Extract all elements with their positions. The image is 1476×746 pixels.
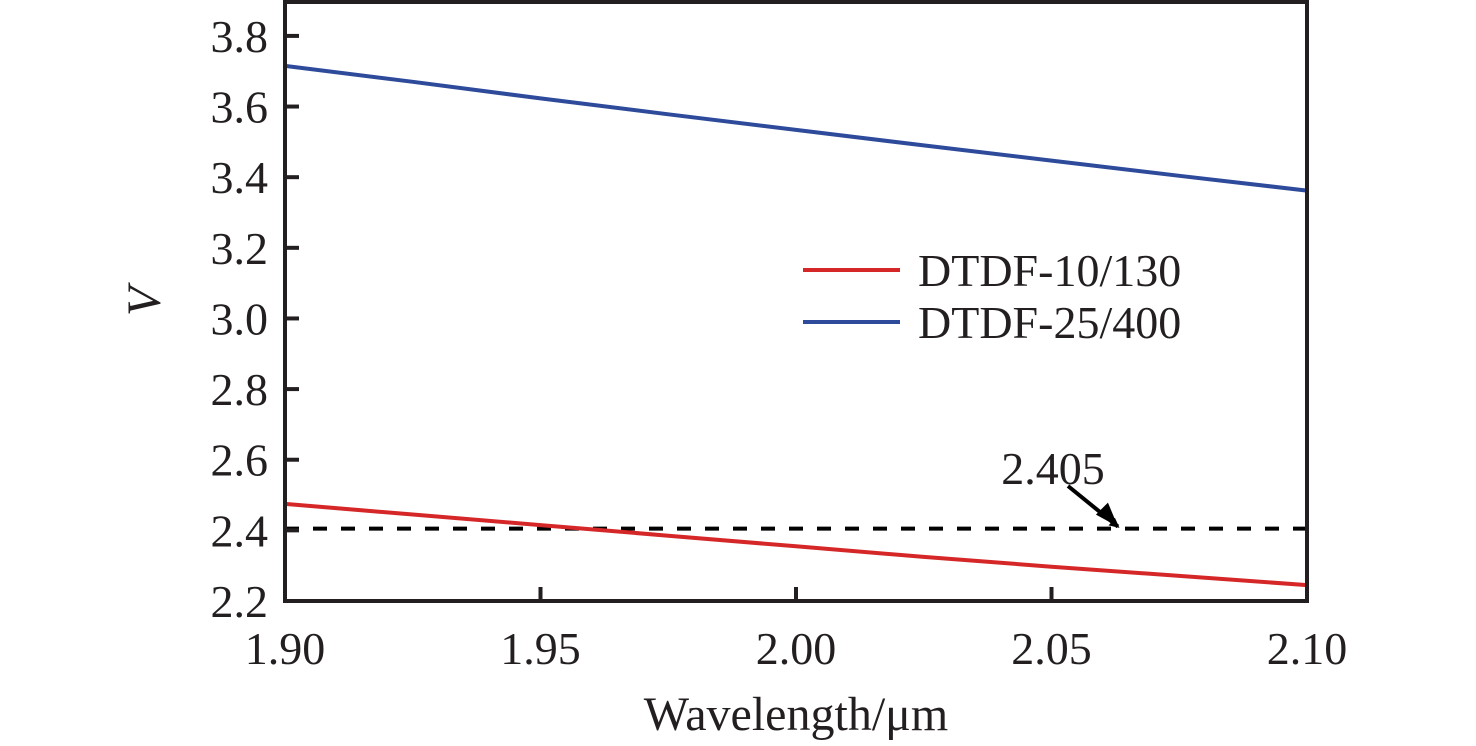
- x-tick-label: 1.90: [245, 623, 326, 674]
- plot-content: [284, 63, 1308, 588]
- annotation-label: 2.405: [1001, 443, 1105, 494]
- y-tick-label: 2.8: [211, 364, 269, 415]
- legend-label: DTDF-25/400: [918, 297, 1181, 348]
- x-tick-label: 2.10: [1267, 623, 1348, 674]
- x-tick-label: 2.05: [1011, 623, 1092, 674]
- y-tick-label: 3.6: [211, 82, 269, 133]
- y-axis-title: V: [118, 282, 171, 316]
- x-tick-label: 2.00: [756, 623, 837, 674]
- x-axis-title: Wavelength/μm: [644, 688, 948, 741]
- y-tick-label: 2.6: [211, 435, 269, 486]
- x-tick-label: 1.95: [500, 623, 581, 674]
- y-tick-label: 3.2: [211, 223, 269, 274]
- arrowhead-icon: [1095, 502, 1118, 527]
- legend-label: DTDF-10/130: [918, 245, 1181, 296]
- series-line-dtdf-10-130: [284, 501, 1308, 588]
- y-tick-label: 2.4: [211, 505, 269, 556]
- series-line-dtdf-25-400: [284, 63, 1308, 193]
- y-axis-ticks: 2.2 2.4 2.6 2.8 3.0 3.2 3.4 3.6 3.8: [211, 11, 299, 627]
- annotation: 2.405: [1001, 443, 1120, 529]
- y-tick-label: 3.0: [211, 293, 269, 344]
- y-tick-label: 3.4: [211, 152, 269, 203]
- x-axis-ticks: 1.90 1.95 2.00 2.05 2.10: [245, 587, 1348, 674]
- y-tick-label: 2.2: [211, 576, 269, 627]
- y-tick-label: 3.8: [211, 11, 269, 62]
